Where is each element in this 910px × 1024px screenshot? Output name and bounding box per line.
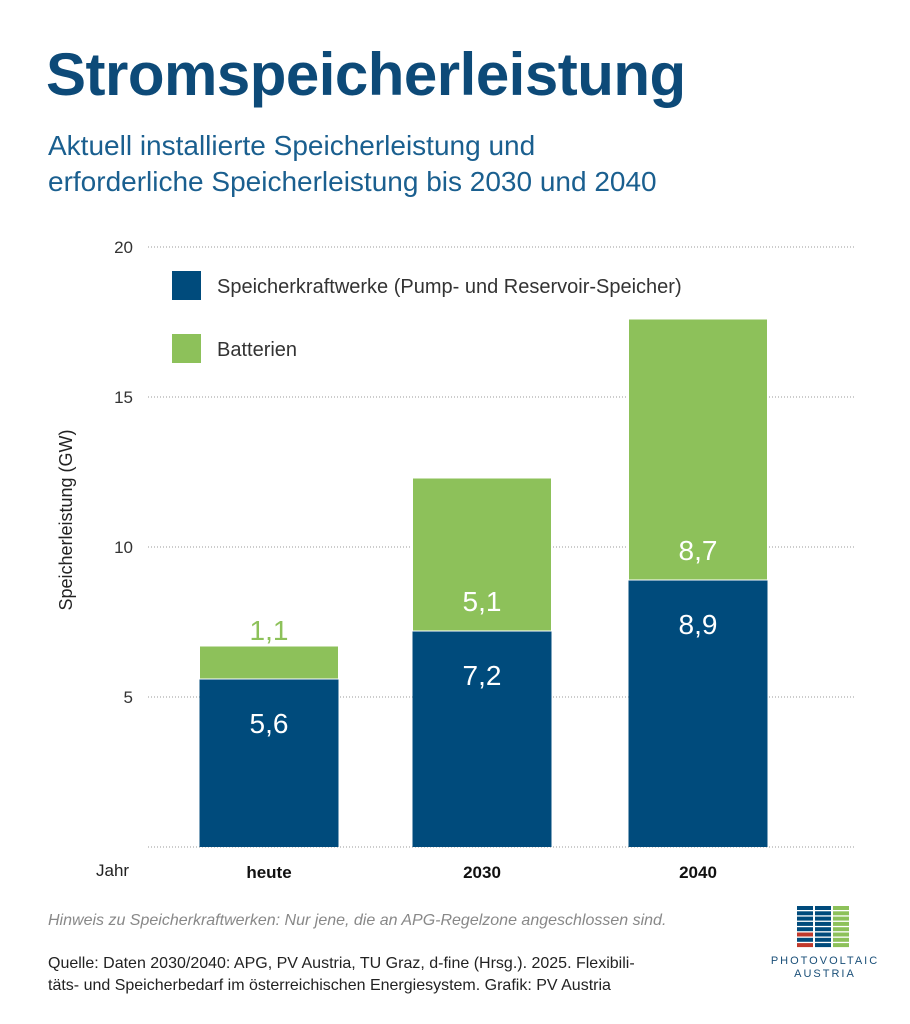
y-axis-label: Speicherleistung (GW) (56, 429, 76, 610)
logo-text: AUSTRIA (794, 968, 856, 980)
logo-bar (815, 906, 831, 910)
bar-segment (412, 477, 552, 632)
logo-bar (833, 927, 849, 932)
logo-text: PHOTOVOLTAIC (770, 955, 880, 967)
y-tick-label: 20 (114, 238, 133, 257)
logo-bar (815, 916, 831, 921)
bar-segment (628, 580, 768, 847)
logo-bar (833, 911, 849, 916)
logo-bar (797, 937, 813, 942)
source-line: täts- und Speicherbedarf im österreichis… (48, 977, 611, 994)
source: Quelle: Daten 2030/2040: APG, PV Austria… (48, 953, 748, 997)
legend-swatch (172, 334, 201, 363)
bar-segment (199, 645, 339, 680)
legend-label: Batterien (217, 339, 297, 361)
y-tick-label: 15 (114, 388, 133, 407)
logo-mark-icon (797, 906, 849, 948)
chart-title: Stromspeicherleistung (46, 41, 686, 108)
source-line: Quelle: Daten 2030/2040: APG, PV Austria… (48, 955, 635, 972)
logo-bar (797, 906, 813, 910)
logo-bar (797, 927, 813, 932)
logo-bar (833, 921, 849, 926)
logo-bar (833, 937, 849, 942)
x-tick-label: 2040 (679, 863, 717, 882)
data-label: 1,1 (250, 615, 289, 646)
logo-bar (797, 911, 813, 916)
logo-bar (833, 932, 849, 937)
legend-swatch (172, 271, 201, 300)
data-label: 5,1 (463, 586, 502, 617)
x-tick-label: 2030 (463, 863, 501, 882)
logo-bar (833, 943, 849, 948)
y-tick-label: 10 (114, 538, 133, 557)
chart-subtitle: Aktuell installierte Speicherleistung un… (48, 128, 848, 200)
logo-bar (797, 916, 813, 921)
data-label: 8,9 (679, 609, 718, 640)
logo-bar (815, 911, 831, 916)
bar-segment (412, 631, 552, 847)
bar-segment (628, 318, 768, 581)
stacked-bar-chart: 5 10 15 20 Speicherleistung (GW) Jahr 5,6 1,1 he… (56, 238, 855, 882)
logo-bar (833, 906, 849, 910)
subtitle-line: Aktuell installierte Speicherleistung un… (48, 130, 536, 161)
photovoltaic-austria-logo: PHOTOVOLTAIC AUSTRIA (770, 900, 880, 981)
legend-label: Speicherkraftwerke (Pump- und Reservoir-… (217, 276, 682, 298)
data-label: 7,2 (463, 660, 502, 691)
logo-bar (815, 921, 831, 926)
subtitle-line: erforderliche Speicherleistung bis 2030 … (48, 166, 657, 197)
logo-bar (833, 916, 849, 921)
logo-bar (797, 932, 813, 937)
x-tick-label: heute (246, 863, 291, 882)
logo-bar (815, 943, 831, 948)
x-axis-label: Jahr (96, 861, 129, 880)
bar-segment (199, 679, 339, 847)
logo-bar (815, 937, 831, 942)
data-label: 8,7 (679, 535, 718, 566)
logo-bar (815, 932, 831, 937)
logo-bar (815, 927, 831, 932)
logo-bar (797, 943, 813, 948)
y-tick-label: 5 (124, 688, 133, 707)
note: Hinweis zu Speicherkraftwerken: Nur jene… (48, 912, 667, 929)
data-label: 5,6 (250, 708, 289, 739)
logo-bar (797, 921, 813, 926)
